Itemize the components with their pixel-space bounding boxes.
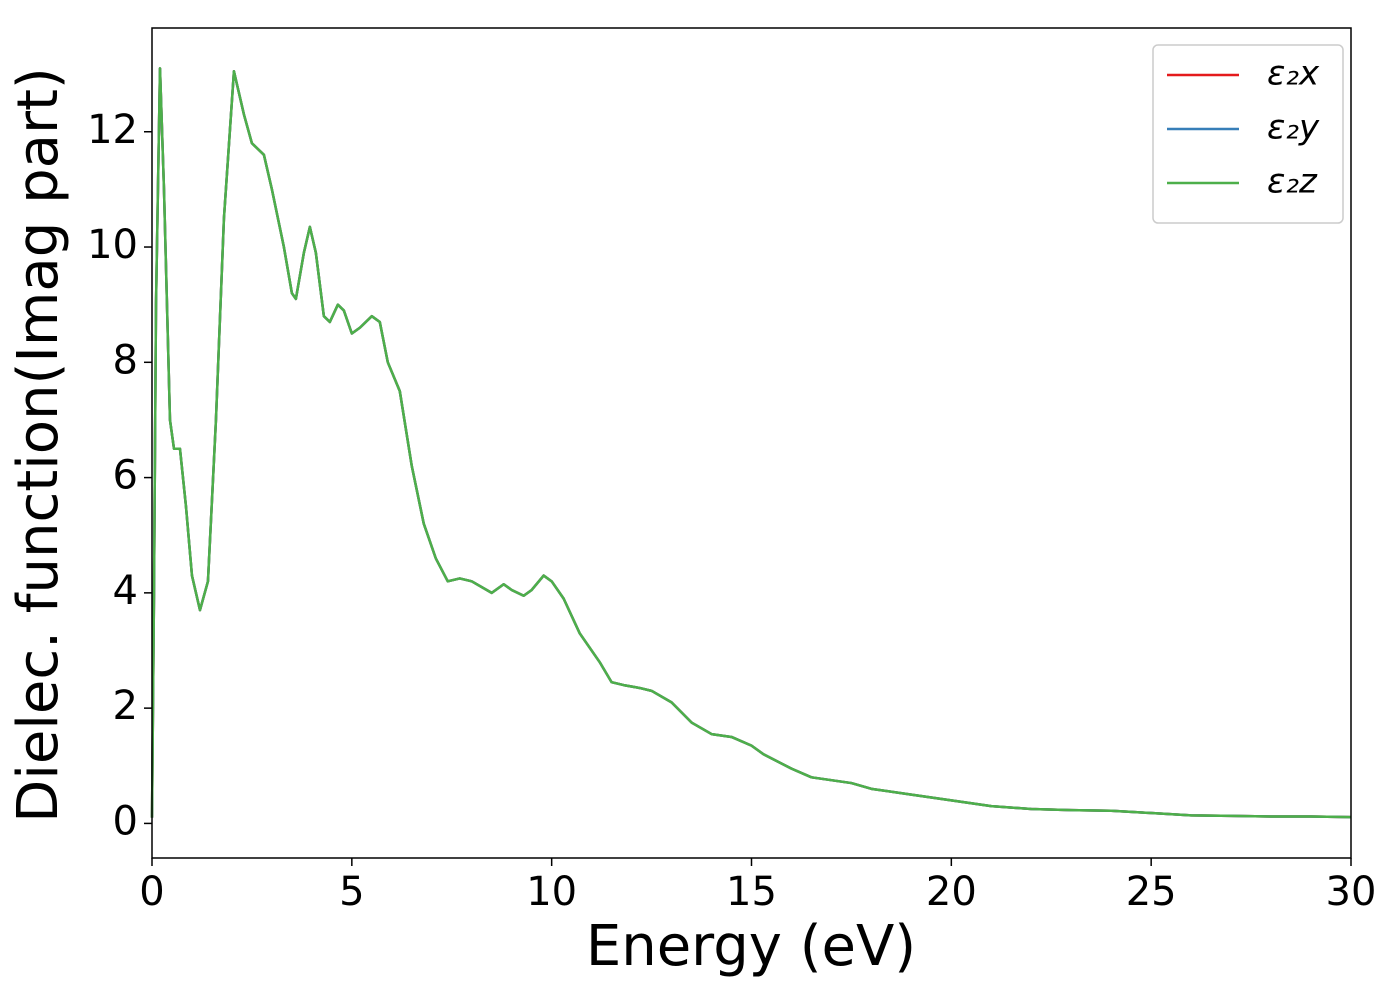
y-tick-label: 4 [113,568,138,614]
y-tick-label: 10 [87,222,138,268]
y-tick-label: 2 [113,683,138,729]
data-line [150,67,1352,819]
x-tick-label: 20 [926,869,977,915]
legend-label: ε₂z [1267,162,1318,202]
x-axis-label: Energy (eV) [586,914,916,979]
x-tick-label: 15 [726,869,777,915]
x-tick-label: 5 [339,869,364,915]
y-tick-label: 0 [113,798,138,844]
x-tick-label: 30 [1326,869,1377,915]
legend-label: ε₂x [1267,54,1320,94]
legend-label: ε₂y [1267,108,1320,148]
y-tick-label: 8 [113,337,138,383]
legend-box [1152,44,1344,224]
x-tick-label: 10 [526,869,577,915]
y-axis-label: Dielec. function(Imag part) [6,67,71,823]
x-tick-label: 0 [139,869,164,915]
plot-frame [151,27,1352,859]
y-tick-label: 12 [87,107,138,153]
y-tick-label: 6 [113,453,138,499]
x-tick-label: 25 [1126,869,1177,915]
